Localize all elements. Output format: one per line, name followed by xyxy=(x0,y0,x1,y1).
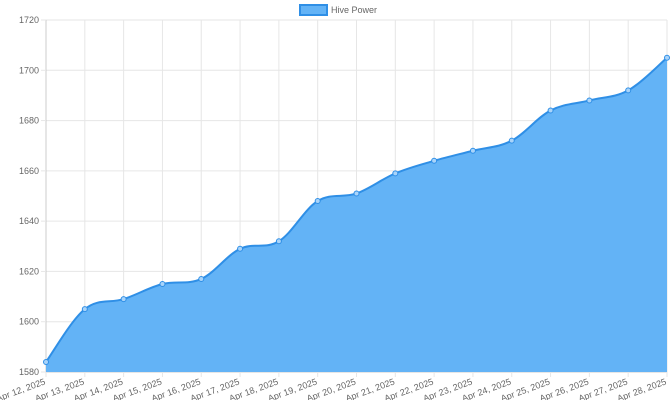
series-area-fill xyxy=(46,57,667,372)
data-point[interactable] xyxy=(547,107,554,114)
y-tick-label: 1640 xyxy=(19,216,39,226)
y-tick-label: 1600 xyxy=(19,317,39,327)
data-point[interactable] xyxy=(508,137,515,144)
data-point[interactable] xyxy=(159,281,166,287)
data-point[interactable] xyxy=(469,147,476,154)
data-point[interactable] xyxy=(120,296,127,303)
y-tick-label: 1620 xyxy=(19,266,39,276)
data-point[interactable] xyxy=(237,245,244,252)
y-tick-label: 1660 xyxy=(19,166,39,176)
legend[interactable]: Hive Power xyxy=(299,4,377,16)
data-point[interactable] xyxy=(43,358,49,365)
data-point[interactable] xyxy=(314,198,321,205)
y-tick-label: 1580 xyxy=(19,367,39,377)
data-point[interactable] xyxy=(198,275,205,282)
data-point[interactable] xyxy=(275,238,282,245)
legend-swatch xyxy=(299,4,328,16)
data-point[interactable] xyxy=(431,157,438,164)
y-axis: 1580 1600 1620 1640 1660 1680 1700 1720 xyxy=(19,15,46,377)
y-tick-label: 1720 xyxy=(19,15,39,25)
data-point[interactable] xyxy=(586,97,593,104)
legend-label: Hive Power xyxy=(331,5,377,15)
y-tick-label: 1680 xyxy=(19,116,39,126)
data-point[interactable] xyxy=(392,170,399,177)
data-points xyxy=(43,54,670,365)
data-point[interactable] xyxy=(625,87,632,94)
data-point[interactable] xyxy=(664,54,670,61)
y-tick-label: 1700 xyxy=(19,65,39,75)
data-point[interactable] xyxy=(353,190,360,197)
data-point[interactable] xyxy=(81,306,88,313)
